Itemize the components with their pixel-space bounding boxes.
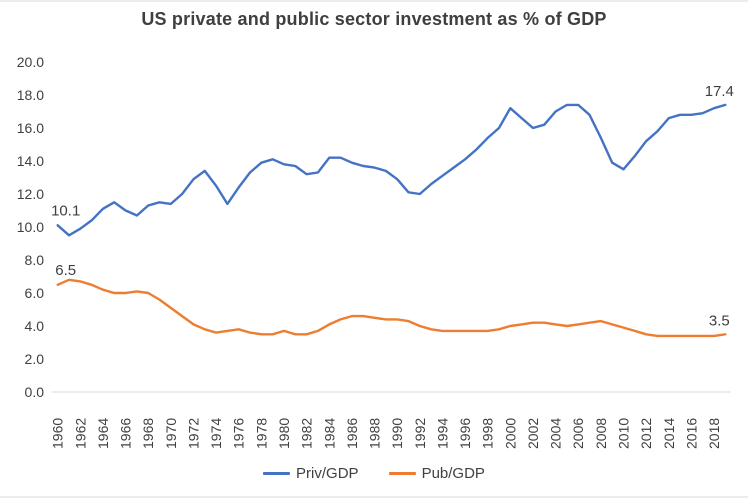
y-axis-tick-label: 10.0 xyxy=(17,219,44,235)
y-axis-tick-label: 20.0 xyxy=(17,54,44,70)
x-axis-tick-label: 1996 xyxy=(457,418,473,449)
x-axis-tick-label: 1962 xyxy=(72,418,88,449)
x-axis-tick-label: 1976 xyxy=(231,418,247,449)
legend-label-priv-gdp: Priv/GDP xyxy=(296,465,359,482)
x-axis-tick-label: 2012 xyxy=(638,418,654,449)
pub-gdp-first-value-label: 6.5 xyxy=(55,262,76,279)
pub-gdp-line-swatch xyxy=(388,472,416,475)
x-axis-tick-label: 1970 xyxy=(163,418,179,449)
x-axis-tick-label: 1972 xyxy=(186,418,202,449)
x-axis-tick-label: 1974 xyxy=(208,418,224,449)
priv-gdp-line xyxy=(56,103,727,237)
x-axis-tick-label: 1982 xyxy=(299,418,315,449)
y-axis-tick-label: 14.0 xyxy=(17,153,44,169)
x-axis-tick-label: 2016 xyxy=(683,418,699,449)
x-axis-tick-label: 1998 xyxy=(480,418,496,449)
y-axis-tick-label: 0.0 xyxy=(25,384,45,400)
legend: Priv/GDP Pub/GDP xyxy=(0,465,748,482)
x-axis-tick-label: 1960 xyxy=(50,418,66,449)
x-axis-tick-label: 1980 xyxy=(276,418,292,449)
x-axis-tick-label: 2006 xyxy=(570,418,586,449)
y-axis-tick-label: 12.0 xyxy=(17,186,44,202)
x-axis-tick-label: 1964 xyxy=(95,418,111,449)
legend-label-pub-gdp: Pub/GDP xyxy=(421,465,485,482)
legend-item-priv-gdp: Priv/GDP xyxy=(263,465,359,482)
chart-title: US private and public sector investment … xyxy=(141,9,607,29)
priv-gdp-first-value-label: 10.1 xyxy=(51,202,80,219)
x-axis-tick-label: 1968 xyxy=(140,418,156,449)
y-axis-tick-label: 18.0 xyxy=(17,87,44,103)
legend-item-pub-gdp: Pub/GDP xyxy=(388,465,485,482)
x-axis-tick-label: 1986 xyxy=(344,418,360,449)
x-axis-tick-label: 1966 xyxy=(118,418,134,449)
y-axis-tick-label: 6.0 xyxy=(25,285,45,301)
x-axis-tick-label: 2010 xyxy=(616,418,632,449)
y-axis-tick-label: 16.0 xyxy=(17,120,44,136)
x-axis-tick-label: 1994 xyxy=(434,418,450,449)
x-axis-tick-label: 1984 xyxy=(321,418,337,449)
priv-gdp-last-value-label: 17.4 xyxy=(705,83,734,100)
x-axis-tick-label: 1992 xyxy=(412,418,428,449)
pub-gdp-line xyxy=(56,278,727,338)
y-axis-tick-label: 8.0 xyxy=(25,252,45,268)
y-axis-tick-label: 4.0 xyxy=(25,318,45,334)
x-axis-tick-label: 2008 xyxy=(593,418,609,449)
x-axis-tick-label: 2018 xyxy=(706,418,722,449)
x-axis-tick-label: 1978 xyxy=(253,418,269,449)
x-axis-tick-label: 1988 xyxy=(367,418,383,449)
x-axis-tick-label: 1990 xyxy=(389,418,405,449)
pub-gdp-last-value-label: 3.5 xyxy=(709,312,730,329)
priv-gdp-line-swatch xyxy=(263,472,291,475)
x-axis-tick-label: 2002 xyxy=(525,418,541,449)
y-axis-tick-label: 2.0 xyxy=(25,351,45,367)
x-axis-tick-label: 2004 xyxy=(548,418,564,449)
x-axis-tick-label: 2014 xyxy=(661,418,677,449)
x-axis-tick-label: 2000 xyxy=(502,418,518,449)
